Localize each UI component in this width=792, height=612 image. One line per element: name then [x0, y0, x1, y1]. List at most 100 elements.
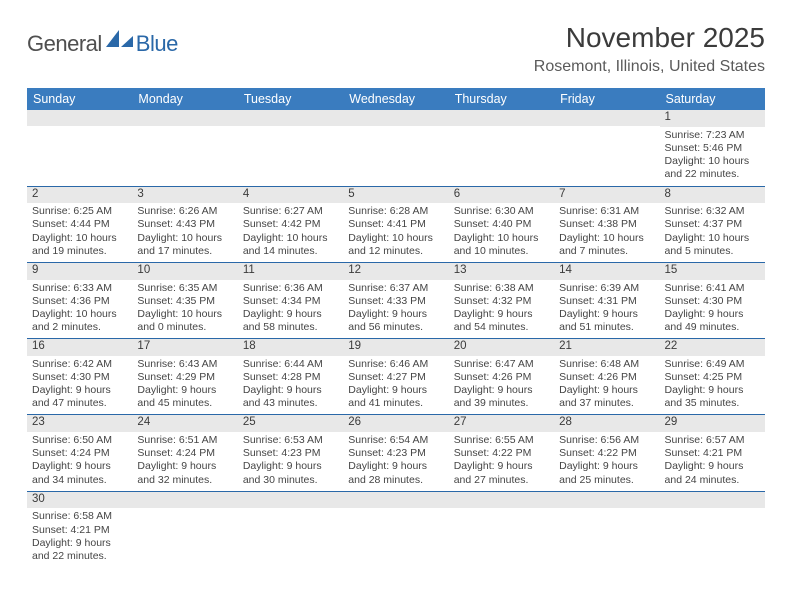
sunrise-text: Sunrise: 6:51 AM: [137, 434, 232, 447]
sunset-text: Sunset: 4:22 PM: [559, 447, 654, 460]
daylight-text: Daylight: 10 hours and 10 minutes.: [454, 232, 549, 258]
sunrise-text: Sunrise: 6:26 AM: [137, 205, 232, 218]
day-number: 8: [660, 187, 765, 204]
sunrise-text: Sunrise: 7:23 AM: [665, 129, 760, 142]
sunset-text: Sunset: 4:43 PM: [137, 218, 232, 231]
sunrise-text: Sunrise: 6:32 AM: [665, 205, 760, 218]
day-details: Sunrise: 6:42 AMSunset: 4:30 PMDaylight:…: [27, 356, 132, 415]
weekday-header: Saturday: [660, 88, 765, 110]
calendar-day-cell: [132, 491, 237, 567]
logo-text-blue: Blue: [136, 31, 178, 57]
sunset-text: Sunset: 4:28 PM: [243, 371, 338, 384]
day-number: 12: [343, 263, 448, 280]
calendar-day-cell: 16Sunrise: 6:42 AMSunset: 4:30 PMDayligh…: [27, 339, 132, 415]
calendar-day-cell: 2Sunrise: 6:25 AMSunset: 4:44 PMDaylight…: [27, 186, 132, 262]
calendar-week-row: 1Sunrise: 7:23 AMSunset: 5:46 PMDaylight…: [27, 110, 765, 186]
daylight-text: Daylight: 10 hours and 2 minutes.: [32, 308, 127, 334]
weekday-header: Sunday: [27, 88, 132, 110]
day-details: Sunrise: 6:26 AMSunset: 4:43 PMDaylight:…: [132, 203, 237, 262]
sunrise-text: Sunrise: 6:30 AM: [454, 205, 549, 218]
day-details: Sunrise: 6:57 AMSunset: 4:21 PMDaylight:…: [660, 432, 765, 491]
day-details: Sunrise: 6:49 AMSunset: 4:25 PMDaylight:…: [660, 356, 765, 415]
sunset-text: Sunset: 4:30 PM: [32, 371, 127, 384]
day-number: 5: [343, 187, 448, 204]
day-details: Sunrise: 6:35 AMSunset: 4:35 PMDaylight:…: [132, 280, 237, 339]
day-number: [343, 110, 448, 126]
sunset-text: Sunset: 4:38 PM: [559, 218, 654, 231]
sunset-text: Sunset: 4:26 PM: [559, 371, 654, 384]
calendar-day-cell: 21 Sunrise: 6:48 AMSunset: 4:26 PMDayligh…: [554, 339, 659, 415]
sunrise-text: Sunrise: 6:27 AM: [243, 205, 338, 218]
calendar-day-cell: 13Sunrise: 6:38 AMSunset: 4:32 PMDayligh…: [449, 262, 554, 338]
day-number: [343, 492, 448, 508]
sunset-text: Sunset: 4:31 PM: [559, 295, 654, 308]
calendar-day-cell: 9Sunrise: 6:33 AMSunset: 4:36 PMDaylight…: [27, 262, 132, 338]
sunrise-text: Sunrise: 6:33 AM: [32, 282, 127, 295]
daylight-text: Daylight: 9 hours and 39 minutes.: [454, 384, 549, 410]
day-number: 24: [132, 415, 237, 432]
daylight-text: Daylight: 9 hours and 49 minutes.: [665, 308, 760, 334]
sunset-text: Sunset: 4:44 PM: [32, 218, 127, 231]
sunset-text: Sunset: 4:22 PM: [454, 447, 549, 460]
daylight-text: Daylight: 10 hours and 17 minutes.: [137, 232, 232, 258]
day-number: [554, 492, 659, 508]
calendar-day-cell: 11Sunrise: 6:36 AMSunset: 4:34 PMDayligh…: [238, 262, 343, 338]
sunset-text: Sunset: 4:36 PM: [32, 295, 127, 308]
calendar-day-cell: 23Sunrise: 6:50 AMSunset: 4:24 PMDayligh…: [27, 415, 132, 491]
daylight-text: Daylight: 9 hours and 37 minutes.: [559, 384, 654, 410]
sunrise-text: Sunrise: 6:28 AM: [348, 205, 443, 218]
daylight-text: Daylight: 9 hours and 30 minutes.: [243, 460, 338, 486]
month-title: November 2025: [534, 22, 765, 54]
weekday-header: Monday: [132, 88, 237, 110]
day-details: Sunrise: 6:51 AMSunset: 4:24 PMDaylight:…: [132, 432, 237, 491]
calendar-day-cell: 8Sunrise: 6:32 AMSunset: 4:37 PMDaylight…: [660, 186, 765, 262]
daylight-text: Daylight: 10 hours and 14 minutes.: [243, 232, 338, 258]
calendar-day-cell: 22Sunrise: 6:49 AMSunset: 4:25 PMDayligh…: [660, 339, 765, 415]
daylight-text: Daylight: 10 hours and 12 minutes.: [348, 232, 443, 258]
sunset-text: Sunset: 4:42 PM: [243, 218, 338, 231]
day-details: Sunrise: 7:23 AMSunset: 5:46 PMDaylight:…: [660, 127, 765, 186]
calendar-day-cell: 5Sunrise: 6:28 AMSunset: 4:41 PMDaylight…: [343, 186, 448, 262]
logo: General Blue: [27, 22, 178, 57]
daylight-text: Daylight: 10 hours and 7 minutes.: [559, 232, 654, 258]
sunset-text: Sunset: 5:46 PM: [665, 142, 760, 155]
calendar-day-cell: 10Sunrise: 6:35 AMSunset: 4:35 PMDayligh…: [132, 262, 237, 338]
weekday-header-row: Sunday Monday Tuesday Wednesday Thursday…: [27, 88, 765, 110]
day-number: 22: [660, 339, 765, 356]
calendar-table: Sunday Monday Tuesday Wednesday Thursday…: [27, 88, 765, 567]
day-details: Sunrise: 6:33 AMSunset: 4:36 PMDaylight:…: [27, 280, 132, 339]
day-number: 2: [27, 187, 132, 204]
sunset-text: Sunset: 4:37 PM: [665, 218, 760, 231]
header: General Blue November 2025 Rosemont, Ill…: [27, 22, 765, 76]
sunset-text: Sunset: 4:24 PM: [137, 447, 232, 460]
sunrise-text: Sunrise: 6:38 AM: [454, 282, 549, 295]
day-details: Sunrise: 6:31 AMSunset: 4:38 PMDaylight:…: [554, 203, 659, 262]
day-number: 4: [238, 187, 343, 204]
daylight-text: Daylight: 9 hours and 58 minutes.: [243, 308, 338, 334]
day-number: [449, 110, 554, 126]
day-number: 9: [27, 263, 132, 280]
calendar-day-cell: [660, 491, 765, 567]
calendar-day-cell: [343, 110, 448, 186]
page: General Blue November 2025 Rosemont, Ill…: [0, 0, 792, 567]
day-number: 7: [554, 187, 659, 204]
sunrise-text: Sunrise: 6:55 AM: [454, 434, 549, 447]
calendar-day-cell: 12Sunrise: 6:37 AMSunset: 4:33 PMDayligh…: [343, 262, 448, 338]
logo-sail-icon: [106, 30, 134, 53]
day-number: 6: [449, 187, 554, 204]
sunset-text: Sunset: 4:23 PM: [243, 447, 338, 460]
daylight-text: Daylight: 9 hours and 34 minutes.: [32, 460, 127, 486]
day-number: 17: [132, 339, 237, 356]
calendar-week-row: 23Sunrise: 6:50 AMSunset: 4:24 PMDayligh…: [27, 415, 765, 491]
daylight-text: Daylight: 10 hours and 19 minutes.: [32, 232, 127, 258]
sunrise-text: Sunrise: 6:48 AM: [559, 358, 654, 371]
sunset-text: Sunset: 4:40 PM: [454, 218, 549, 231]
sunset-text: Sunset: 4:35 PM: [137, 295, 232, 308]
daylight-text: Daylight: 9 hours and 27 minutes.: [454, 460, 549, 486]
day-number: 25: [238, 415, 343, 432]
day-number: 21: [554, 339, 659, 356]
sunrise-text: Sunrise: 6:42 AM: [32, 358, 127, 371]
calendar-day-cell: [449, 491, 554, 567]
day-number: [449, 492, 554, 508]
day-number: [238, 110, 343, 126]
